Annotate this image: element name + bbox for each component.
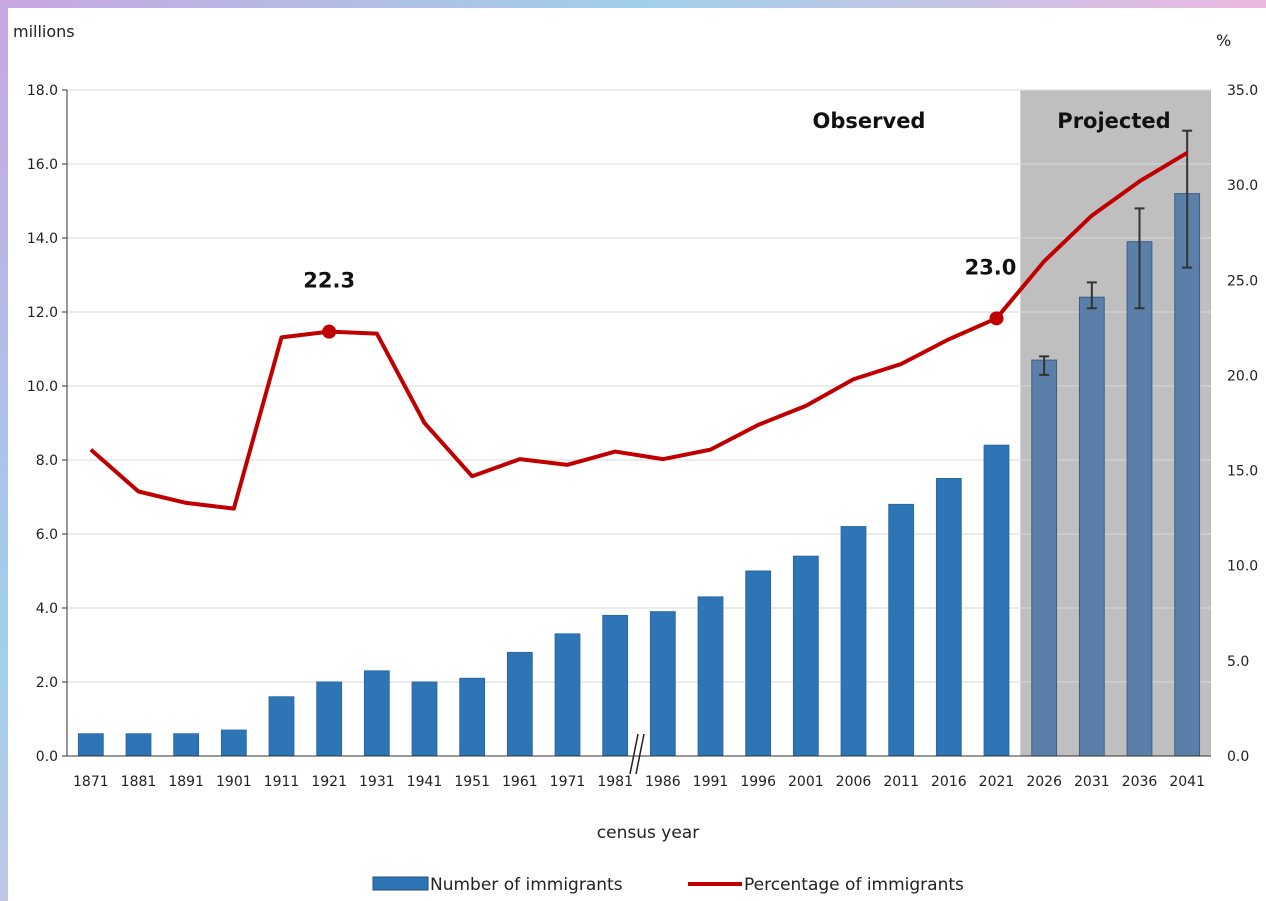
x-tick-label-2031: 2031: [1074, 774, 1110, 790]
axis-break-marks: [629, 733, 645, 775]
x-tick-label-2021: 2021: [979, 774, 1015, 790]
y-right-tick-label: 15.0: [1227, 464, 1258, 480]
bar-1981: [602, 614, 629, 757]
x-tick-label-2006: 2006: [836, 774, 872, 790]
percentage-line: [89, 151, 1189, 511]
bar-2021: [983, 444, 1010, 757]
x-tick-label-1981: 1981: [597, 774, 633, 790]
y-left-unit-label: millions: [13, 22, 75, 41]
x-axis-title: census year: [597, 823, 699, 843]
y-left-tick-label: 18.0: [27, 83, 58, 99]
bar-1996: [745, 570, 772, 757]
bar-1986: [649, 611, 676, 757]
error-bar-2036: [1134, 207, 1145, 310]
y-right-unit-label: %: [1216, 31, 1231, 50]
y-right-tick-label: 30.0: [1227, 178, 1258, 194]
axis-break-mark: [635, 733, 645, 775]
bar-2001: [792, 555, 819, 757]
y-left-tick-label: 6.0: [36, 527, 58, 543]
bar-1991: [697, 596, 724, 757]
marker-1921: [322, 324, 337, 339]
x-tick-label-1891: 1891: [168, 774, 204, 790]
x-tick-label-1996: 1996: [740, 774, 776, 790]
region-label-observed: Observed: [813, 109, 926, 133]
legend-swatch-bar: [372, 876, 429, 891]
y-left-tick-label: 12.0: [27, 305, 58, 321]
bar-1891: [173, 733, 200, 757]
bar-1961: [506, 651, 533, 757]
x-tick-label-1986: 1986: [645, 774, 681, 790]
y-left-tick-label: 2.0: [36, 675, 58, 691]
y-right-tick-label: 0.0: [1227, 749, 1249, 765]
y-left-tick-label: 10.0: [27, 379, 58, 395]
y-right-tick-label: 25.0: [1227, 273, 1258, 289]
bar-2016: [935, 478, 962, 757]
bar-1941: [411, 681, 438, 757]
x-tick-label-1871: 1871: [73, 774, 109, 790]
bar-2031: [1078, 296, 1105, 757]
x-tick-label-2001: 2001: [788, 774, 824, 790]
bar-1921: [316, 681, 343, 757]
x-tick-label-1951: 1951: [454, 774, 490, 790]
bar-1931: [363, 670, 390, 757]
annotation-1921: 22.3: [303, 269, 355, 293]
x-tick-label-1921: 1921: [311, 774, 347, 790]
bar-2041: [1174, 193, 1201, 757]
x-tick-label-2036: 2036: [1122, 774, 1158, 790]
x-tick-label-1961: 1961: [502, 774, 538, 790]
error-bar-2026: [1039, 355, 1050, 376]
legend-label-line: Percentage of immigrants: [744, 875, 964, 895]
bar-2026: [1031, 359, 1058, 757]
immigration-chart: 0.0 2.0 4.0 6.0 8.0 10.0 12.0 14.0 16.0 18.0 0.0 5.…: [13, 22, 1258, 895]
y-left-tick-label: 16.0: [27, 157, 58, 173]
annotation-2021: 23.0: [965, 255, 1017, 279]
error-bar-2031: [1086, 281, 1097, 310]
bar-2036: [1126, 241, 1153, 757]
x-tick-label-1971: 1971: [550, 774, 586, 790]
bar-2011: [888, 503, 915, 757]
y-left-tick-label: 14.0: [27, 231, 58, 247]
bar-1901: [220, 729, 247, 757]
marker-2021: [989, 311, 1004, 326]
x-tick-label-2011: 2011: [883, 774, 919, 790]
bar-1881: [125, 733, 152, 757]
region-label-projected: Projected: [1057, 109, 1170, 133]
x-tick-label-1881: 1881: [121, 774, 157, 790]
legend: Number of immigrants Percentage of immig…: [372, 875, 964, 895]
bar-1871: [77, 733, 104, 757]
y-left-tick-label: 4.0: [36, 601, 58, 617]
y-right-tick-label: 10.0: [1227, 559, 1258, 575]
y-right-tick-label: 35.0: [1227, 83, 1258, 99]
x-tick-label-1901: 1901: [216, 774, 252, 790]
bar-1911: [268, 696, 295, 757]
axis-break-mark: [629, 733, 639, 775]
chart-frame: 0.0 2.0 4.0 6.0 8.0 10.0 12.0 14.0 16.0 18.0 0.0 5.…: [8, 8, 1266, 901]
x-tick-label-1931: 1931: [359, 774, 395, 790]
y-left-tick-label: 8.0: [36, 453, 58, 469]
x-tick-label-2041: 2041: [1169, 774, 1205, 790]
x-tick-label-2016: 2016: [931, 774, 967, 790]
legend-label-bar: Number of immigrants: [430, 875, 623, 895]
bar-1971: [554, 633, 581, 757]
bar-1951: [459, 677, 486, 757]
y-left-tick-label: 0.0: [36, 749, 58, 765]
bar-2006: [840, 526, 867, 757]
y-right-tick-label: 20.0: [1227, 368, 1258, 384]
x-tick-label-1911: 1911: [264, 774, 300, 790]
x-tick-label-1991: 1991: [693, 774, 729, 790]
y-right-tick-label: 5.0: [1227, 654, 1249, 670]
x-tick-label-2026: 2026: [1026, 774, 1062, 790]
x-tick-label-1941: 1941: [407, 774, 443, 790]
